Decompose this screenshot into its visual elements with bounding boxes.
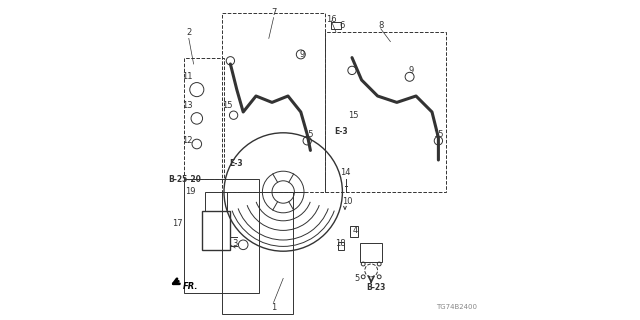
Bar	[325, 32, 447, 192]
Text: 17: 17	[172, 220, 183, 228]
Bar	[202, 211, 230, 250]
Text: 9: 9	[408, 66, 414, 75]
Text: 12: 12	[182, 136, 193, 145]
Text: 3: 3	[232, 239, 238, 248]
Text: 10: 10	[342, 197, 353, 206]
Bar	[332, 22, 341, 29]
Text: 14: 14	[340, 168, 351, 177]
Bar	[223, 13, 325, 192]
Bar	[223, 192, 293, 314]
Text: B-25-20: B-25-20	[168, 175, 201, 184]
Text: B-23: B-23	[366, 284, 386, 292]
Text: 2: 2	[186, 28, 191, 36]
Text: 15: 15	[303, 130, 314, 139]
Text: 5: 5	[354, 274, 360, 283]
Text: 16: 16	[326, 15, 337, 24]
Text: 15: 15	[222, 101, 232, 110]
Text: 18: 18	[335, 239, 346, 248]
Text: E-3: E-3	[334, 127, 348, 136]
Bar	[360, 243, 383, 262]
Text: E-3: E-3	[229, 159, 243, 168]
Bar	[351, 226, 358, 237]
Text: 6: 6	[340, 21, 345, 30]
Text: 13: 13	[182, 101, 193, 110]
Text: 7: 7	[271, 8, 276, 17]
Bar	[184, 58, 224, 179]
Text: 8: 8	[378, 21, 383, 30]
Text: 4: 4	[353, 226, 358, 235]
Text: 9: 9	[300, 50, 305, 59]
Text: 1: 1	[271, 303, 276, 312]
Text: 11: 11	[182, 72, 193, 81]
Text: TG74B2400: TG74B2400	[436, 304, 477, 310]
Text: FR.: FR.	[182, 282, 198, 291]
Text: 19: 19	[185, 188, 196, 196]
Text: 15: 15	[348, 111, 359, 120]
Text: 15: 15	[433, 130, 444, 139]
Bar	[205, 192, 227, 211]
Bar	[184, 179, 259, 293]
Bar	[338, 242, 344, 250]
